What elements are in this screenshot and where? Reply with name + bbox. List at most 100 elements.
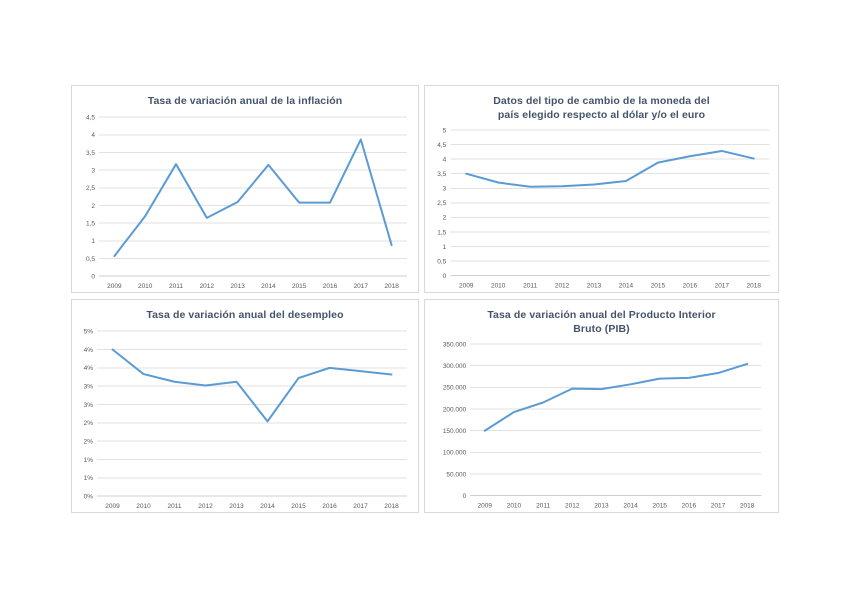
- y-tick-label: 1: [443, 244, 447, 251]
- y-tick-label: 2%: [84, 438, 94, 445]
- x-tick-label: 2012: [555, 283, 570, 290]
- data-series-line: [113, 138, 393, 257]
- y-tick-label: 100.000: [443, 450, 467, 457]
- x-tick-label: 2011: [536, 503, 550, 510]
- x-tick-label: 2018: [747, 283, 762, 290]
- chart-title-line: Datos del tipo de cambio de la moneda de…: [493, 95, 710, 107]
- y-tick-label: 350.000: [443, 342, 467, 349]
- data-series-line: [483, 363, 749, 433]
- x-tick-label: 2009: [459, 283, 474, 290]
- tipo-cambio-line-plot: 0 0,5 1 1,5 2 2,5 3 3,5 4 4,5 5 2009 2010 2011 2012 201…: [437, 128, 770, 290]
- x-tick-label: 2013: [594, 503, 609, 510]
- x-tick-label: 2016: [682, 503, 697, 510]
- y-tick-label: 2: [443, 215, 447, 222]
- y-tick-label: 1: [91, 238, 95, 245]
- y-tick-label: 250.000: [443, 385, 467, 392]
- x-tick-label: 2011: [523, 283, 537, 290]
- x-tick-label: 2015: [651, 283, 666, 290]
- x-tick-label: 2017: [354, 283, 369, 290]
- x-tick-label: 2010: [491, 283, 506, 290]
- x-tick-label: 2012: [198, 503, 213, 510]
- x-tick-label: 2015: [291, 503, 306, 510]
- y-tick-label: 4,5: [86, 114, 95, 121]
- chart-title-line: Tasa de variación anual del desempleo: [146, 309, 344, 321]
- x-tick-label: 2016: [683, 283, 698, 290]
- x-tick-label: 2017: [353, 503, 368, 510]
- x-tick-label: 2013: [229, 503, 244, 510]
- x-tick-label: 2014: [261, 283, 276, 290]
- y-tick-label: 0: [463, 493, 467, 500]
- y-tick-label: 0,5: [86, 255, 95, 262]
- y-tick-label: 5: [443, 128, 447, 135]
- y-tick-label: 2,5: [86, 185, 95, 192]
- x-tick-label: 2011: [168, 503, 182, 510]
- inflacion-line-plot: 0 0,5 1 1,5 2 2,5 3 3,5 4 4,5 2009 2010 2011 2012 2013…: [86, 114, 407, 290]
- x-tick-label: 2017: [711, 503, 726, 510]
- y-tick-label: 4: [443, 157, 447, 164]
- y-tick-label: 4,5: [437, 142, 446, 149]
- desempleo-line-plot: 0% 1% 1% 2% 2% 3% 3% 4% 4% 5% 2009 2010 2011 2012 2013…: [84, 328, 407, 510]
- y-tick-label: 0,5: [437, 259, 446, 266]
- x-tick-label: 2012: [565, 503, 580, 510]
- chart-title-line: Tasa de variación anual de la inflación: [147, 95, 343, 107]
- x-tick-label: 2010: [138, 283, 153, 290]
- x-tick-label: 2014: [619, 283, 634, 290]
- y-tick-label: 1%: [84, 475, 94, 482]
- y-tick-label: 2,5: [437, 200, 446, 207]
- data-series-line: [465, 150, 755, 189]
- x-tick-label: 2016: [322, 503, 337, 510]
- x-tick-label: 2014: [260, 503, 275, 510]
- x-tick-label: 2009: [107, 283, 122, 290]
- chart-title-desempleo: Tasa de variación anual del desempleo: [78, 309, 412, 323]
- chart-title-pib: Tasa de variación anual del Producto Int…: [431, 309, 772, 336]
- x-tick-label: 2013: [587, 283, 602, 290]
- x-tick-label: 2009: [105, 503, 120, 510]
- x-tick-label: 2018: [384, 503, 399, 510]
- chart-title-line: país elegido respecto al dólar y/o el eu…: [497, 108, 706, 121]
- x-tick-label: 2017: [715, 283, 730, 290]
- y-tick-label: 300.000: [443, 363, 467, 370]
- y-tick-label: 5%: [84, 328, 94, 335]
- chart-panel-desempleo: Tasa de variación anual del desempleo 0%…: [71, 299, 419, 513]
- x-tick-label: 2018: [384, 283, 399, 290]
- y-tick-label: 3: [91, 167, 95, 174]
- chart-panel-pib: Tasa de variación anual del Producto Int…: [424, 299, 779, 513]
- chart-title-inflacion: Tasa de variación anual de la inflación: [78, 95, 412, 109]
- y-tick-label: 150.000: [443, 428, 467, 435]
- chart-panel-tipo-cambio: Datos del tipo de cambio de la moneda de…: [424, 85, 779, 293]
- chart-title-line: Bruto (PIB): [573, 322, 630, 335]
- y-tick-label: 3%: [84, 383, 94, 390]
- y-tick-label: 0: [443, 273, 447, 280]
- y-tick-label: 200.000: [443, 407, 467, 414]
- x-tick-label: 2015: [653, 503, 668, 510]
- y-tick-label: 4%: [84, 365, 94, 372]
- x-tick-label: 2014: [623, 503, 638, 510]
- data-series-line: [111, 348, 393, 423]
- y-tick-label: 1,5: [437, 230, 446, 237]
- x-tick-label: 2010: [507, 503, 522, 510]
- x-tick-label: 2010: [136, 503, 151, 510]
- y-tick-label: 2%: [84, 420, 94, 427]
- chart-panel-inflacion: Tasa de variación anual de la inflación …: [71, 85, 419, 293]
- y-tick-label: 50.000: [446, 472, 466, 479]
- y-tick-label: 0: [91, 273, 95, 280]
- x-tick-label: 2011: [169, 283, 183, 290]
- x-tick-label: 2016: [323, 283, 338, 290]
- x-tick-label: 2015: [292, 283, 307, 290]
- y-tick-label: 3%: [84, 401, 94, 408]
- x-tick-label: 2018: [740, 503, 755, 510]
- pib-line-plot: 0 50.000 100.000 150.000 200.000 250.000 300.0…: [443, 342, 762, 510]
- y-tick-label: 0%: [84, 493, 94, 500]
- x-tick-label: 2013: [230, 283, 245, 290]
- x-tick-label: 2012: [200, 283, 215, 290]
- y-tick-label: 3: [443, 186, 447, 193]
- chart-title-tipo-cambio: Datos del tipo de cambio de la moneda de…: [431, 95, 772, 122]
- chart-title-line: Tasa de variación anual del Producto Int…: [487, 309, 716, 321]
- y-tick-label: 3,5: [86, 149, 95, 156]
- x-tick-label: 2009: [478, 503, 493, 510]
- y-tick-label: 1%: [84, 456, 94, 463]
- y-tick-label: 1,5: [86, 220, 95, 227]
- y-tick-label: 4: [91, 132, 95, 139]
- y-tick-label: 3,5: [437, 171, 446, 178]
